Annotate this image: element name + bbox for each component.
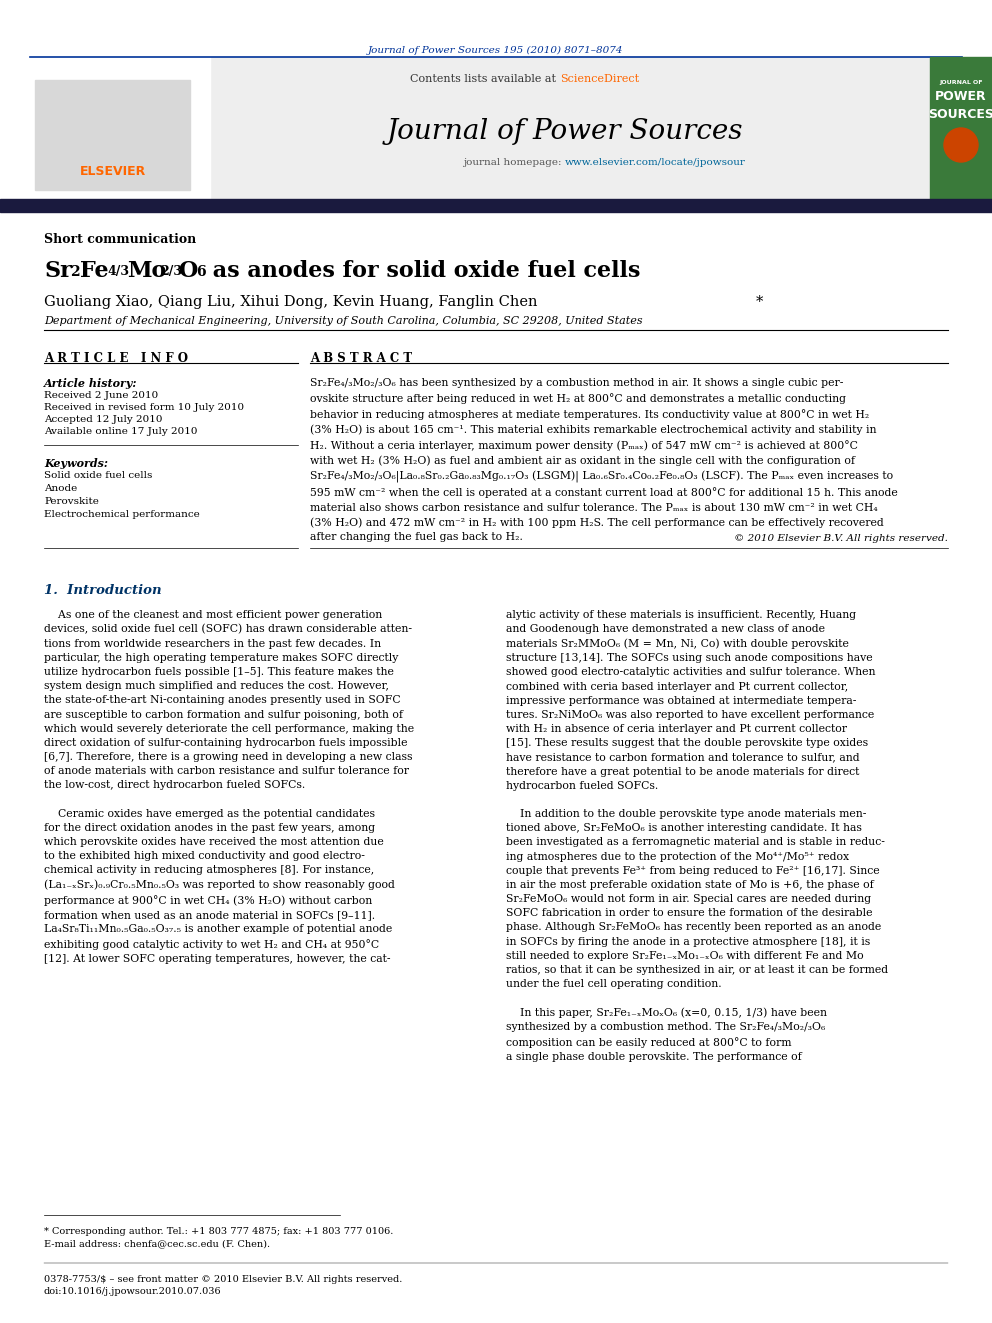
Text: POWER: POWER	[935, 90, 987, 103]
Bar	[0, 0, 992, 57]
Text: Received 2 June 2010: Received 2 June 2010	[44, 392, 159, 400]
Text: Electrochemical performance: Electrochemical performance	[44, 509, 199, 519]
Text: 2/3: 2/3	[160, 265, 182, 278]
Text: JOURNAL OF: JOURNAL OF	[939, 79, 983, 85]
Text: Accepted 12 July 2010: Accepted 12 July 2010	[44, 415, 163, 423]
Bar	[30, 57, 210, 200]
Text: Received in revised form 10 July 2010: Received in revised form 10 July 2010	[44, 404, 244, 411]
Text: SOURCES: SOURCES	[929, 108, 992, 120]
Text: © 2010 Elsevier B.V. All rights reserved.: © 2010 Elsevier B.V. All rights reserved…	[734, 534, 948, 542]
Text: 6: 6	[196, 265, 205, 279]
Text: Keywords:: Keywords:	[44, 458, 108, 468]
Text: Fe: Fe	[80, 261, 109, 282]
Bar	[35, 79, 190, 191]
Text: Contents lists available at: Contents lists available at	[411, 74, 560, 83]
Text: Available online 17 July 2010: Available online 17 July 2010	[44, 427, 197, 437]
Text: E-mail address: chenfa@cec.sc.edu (F. Chen).: E-mail address: chenfa@cec.sc.edu (F. Ch…	[44, 1240, 270, 1248]
Text: O: O	[178, 261, 197, 282]
Bar	[210, 57, 930, 200]
Circle shape	[944, 128, 978, 161]
Text: doi:10.1016/j.jpowsour.2010.07.036: doi:10.1016/j.jpowsour.2010.07.036	[44, 1287, 221, 1297]
Text: www.elsevier.com/locate/jpowsour: www.elsevier.com/locate/jpowsour	[565, 157, 746, 167]
Text: *: *	[756, 295, 764, 310]
Text: Department of Mechanical Engineering, University of South Carolina, Columbia, SC: Department of Mechanical Engineering, Un…	[44, 316, 643, 325]
Text: Journal of Power Sources 195 (2010) 8071–8074: Journal of Power Sources 195 (2010) 8071…	[368, 46, 624, 56]
Text: Article history:: Article history:	[44, 378, 138, 389]
Text: Sr₂Fe₄/₃Mo₂/₃O₆ has been synthesized by a combustion method in air. It shows a s: Sr₂Fe₄/₃Mo₂/₃O₆ has been synthesized by …	[310, 378, 898, 542]
Text: Guoliang Xiao, Qiang Liu, Xihui Dong, Kevin Huang, Fanglin Chen: Guoliang Xiao, Qiang Liu, Xihui Dong, Ke…	[44, 295, 538, 310]
Text: Perovskite: Perovskite	[44, 497, 99, 505]
Text: Solid oxide fuel cells: Solid oxide fuel cells	[44, 471, 153, 480]
Text: ScienceDirect: ScienceDirect	[560, 74, 639, 83]
Text: Sr: Sr	[44, 261, 71, 282]
Text: A B S T R A C T: A B S T R A C T	[310, 352, 412, 365]
Text: Journal of Power Sources: Journal of Power Sources	[387, 118, 743, 146]
Text: 0378-7753/$ – see front matter © 2010 Elsevier B.V. All rights reserved.: 0378-7753/$ – see front matter © 2010 El…	[44, 1275, 403, 1285]
Text: alytic activity of these materials is insufficient. Recently, Huang
and Goodenou: alytic activity of these materials is in…	[506, 610, 888, 1062]
Text: 2: 2	[70, 265, 79, 279]
Text: A R T I C L E   I N F O: A R T I C L E I N F O	[44, 352, 188, 365]
Bar	[930, 57, 992, 200]
Text: 4/3: 4/3	[107, 265, 129, 278]
Text: Mo: Mo	[127, 261, 167, 282]
Text: Short communication: Short communication	[44, 233, 196, 246]
Text: As one of the cleanest and most efficient power generation
devices, solid oxide : As one of the cleanest and most efficien…	[44, 610, 414, 964]
Text: 1.  Introduction: 1. Introduction	[44, 583, 162, 597]
Text: as anodes for solid oxide fuel cells: as anodes for solid oxide fuel cells	[205, 261, 641, 282]
Bar	[0, 198, 992, 212]
Text: * Corresponding author. Tel.: +1 803 777 4875; fax: +1 803 777 0106.: * Corresponding author. Tel.: +1 803 777…	[44, 1226, 394, 1236]
Text: ELSEVIER: ELSEVIER	[80, 165, 146, 179]
Text: Anode: Anode	[44, 484, 77, 493]
Text: journal homepage:: journal homepage:	[463, 157, 565, 167]
